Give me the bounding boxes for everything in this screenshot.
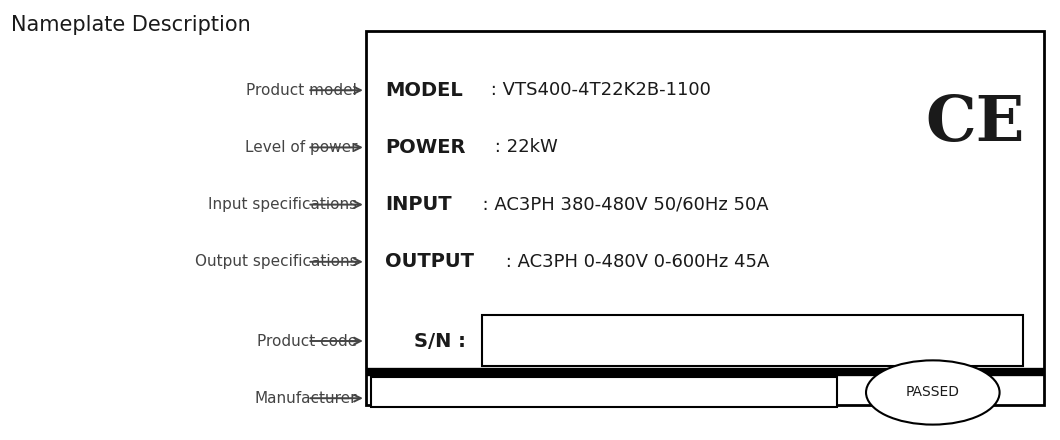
Text: INPUT: INPUT bbox=[385, 195, 452, 214]
Text: Level of power: Level of power bbox=[245, 140, 357, 155]
Text: PASSED: PASSED bbox=[906, 385, 959, 400]
Text: MODEL: MODEL bbox=[385, 81, 462, 100]
Text: Product code: Product code bbox=[257, 334, 357, 348]
Text: Output specifications: Output specifications bbox=[195, 254, 357, 269]
Text: Product model: Product model bbox=[246, 83, 357, 98]
Text: : AC3PH 380-480V 50/60Hz 50A: : AC3PH 380-480V 50/60Hz 50A bbox=[471, 196, 768, 213]
Bar bbox=[482, 315, 1023, 366]
Text: Input specifications: Input specifications bbox=[208, 197, 357, 212]
Text: : AC3PH 0-480V 0-600Hz 45A: : AC3PH 0-480V 0-600Hz 45A bbox=[499, 253, 768, 271]
Text: Nameplate Description: Nameplate Description bbox=[11, 15, 250, 35]
Bar bbox=[371, 377, 837, 407]
Text: OUTPUT: OUTPUT bbox=[385, 252, 474, 271]
Bar bbox=[366, 31, 1044, 405]
Text: S/N :: S/N : bbox=[414, 331, 465, 351]
Text: POWER: POWER bbox=[385, 138, 465, 157]
Text: : VTS400-4T22K2B-1100: : VTS400-4T22K2B-1100 bbox=[485, 81, 711, 99]
Text: CE: CE bbox=[925, 93, 1025, 154]
Text: : 22kW: : 22kW bbox=[489, 139, 558, 156]
Ellipse shape bbox=[866, 360, 1000, 425]
Text: Manufacturer: Manufacturer bbox=[254, 391, 357, 406]
